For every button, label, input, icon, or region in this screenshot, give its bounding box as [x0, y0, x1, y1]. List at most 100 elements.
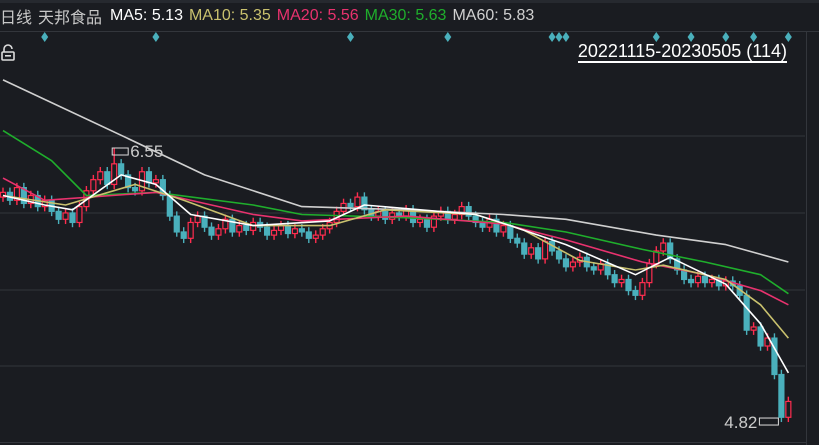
candle-down	[674, 258, 681, 271]
candle-up	[764, 337, 771, 347]
candle-down	[124, 174, 132, 189]
candle-up	[222, 218, 229, 230]
candle-up	[270, 229, 278, 236]
candle-up	[528, 247, 535, 255]
candle-down	[535, 247, 542, 260]
candle-down	[493, 218, 500, 233]
candle-down	[264, 226, 271, 236]
candle-down	[145, 171, 153, 184]
candle-up	[250, 221, 257, 231]
candle-down	[229, 218, 236, 233]
event-marker	[784, 32, 792, 42]
event-marker	[444, 32, 452, 42]
candle-down	[611, 274, 618, 284]
event-marker	[41, 32, 49, 42]
candle-up	[785, 400, 792, 418]
candle-up	[451, 213, 458, 220]
candle-up	[215, 228, 222, 236]
candle-down	[667, 242, 674, 260]
candle-up	[618, 278, 625, 284]
ma5-line	[2, 174, 790, 374]
candle-up	[236, 225, 243, 233]
candle-down	[305, 231, 312, 239]
candle-up	[152, 179, 159, 184]
candle-up	[90, 179, 97, 192]
candle-down	[131, 187, 139, 192]
candle-up	[416, 218, 424, 224]
candle-down	[757, 326, 764, 347]
candle-up	[354, 196, 361, 208]
ma30-label: MA30: 5.63	[364, 7, 447, 24]
candle-down	[361, 196, 368, 211]
candle-down	[284, 225, 292, 235]
candle-up	[13, 187, 20, 201]
candle-up	[62, 212, 69, 220]
candle-up	[569, 261, 577, 268]
candle-down	[55, 210, 62, 220]
candle-down	[555, 250, 563, 260]
low-price-label: 4.82	[724, 413, 757, 432]
candle-down	[298, 228, 305, 233]
low-price-marker	[758, 417, 779, 426]
candle-down	[382, 210, 389, 220]
candle-down	[521, 242, 528, 255]
candle-down	[69, 212, 76, 224]
candle-down	[687, 278, 695, 284]
event-marker	[722, 32, 730, 42]
stock-name: 天邦食品	[38, 10, 103, 27]
candle-down	[208, 226, 215, 236]
top-bar	[0, 0, 819, 3]
candle-down	[507, 225, 514, 239]
candle-down	[604, 263, 611, 276]
event-marker	[548, 32, 556, 42]
candle-down	[625, 278, 632, 292]
high-price-marker	[111, 147, 129, 156]
candle-down	[118, 163, 125, 176]
event-marker	[555, 32, 563, 42]
unlocked-padlock-icon[interactable]	[0, 44, 16, 62]
candle-down	[743, 294, 750, 331]
period-label[interactable]: 日线	[0, 10, 33, 27]
candle-down	[778, 373, 785, 418]
candle-down	[243, 225, 250, 231]
date-range-link[interactable]: 20221115-20230505 (114)	[577, 41, 787, 63]
candle-down	[423, 218, 431, 228]
candle-down	[347, 202, 354, 208]
candle-up	[76, 206, 83, 224]
candle-up	[97, 171, 104, 181]
candle-down	[465, 206, 472, 217]
candle-up	[708, 278, 716, 284]
event-marker	[652, 32, 660, 42]
candle-up	[291, 228, 298, 235]
event-marker	[687, 32, 695, 42]
candle-up	[694, 275, 702, 284]
ma60-label: MA60: 5.83	[452, 7, 535, 24]
candle-down	[20, 187, 27, 205]
ma30-line	[2, 129, 789, 295]
event-marker	[562, 32, 570, 42]
candle-up	[639, 282, 646, 296]
candle-down	[562, 258, 570, 268]
event-marker	[750, 32, 758, 42]
candle-down	[514, 237, 521, 244]
candle-up	[541, 240, 549, 260]
ma10-label: MA10: 5.35	[188, 7, 271, 24]
candle-down	[201, 215, 208, 228]
chart-header: 日线 天邦食品 MA5: 5.13 MA10: 5.35 MA20: 5.56 …	[0, 4, 540, 28]
candle-up	[312, 234, 319, 239]
ma5-label: MA5: 5.13	[110, 7, 183, 24]
candle-down	[180, 231, 187, 239]
event-marker	[347, 32, 354, 42]
candle-up	[750, 326, 757, 331]
candle-up	[194, 215, 201, 224]
candle-up	[430, 215, 437, 228]
candle-up	[111, 163, 118, 186]
candle-up	[660, 242, 667, 252]
candle-up	[319, 228, 326, 236]
candle-down	[701, 275, 709, 284]
candle-down	[590, 266, 597, 271]
candle-down	[771, 337, 778, 376]
candle-down	[173, 215, 180, 233]
candle-down	[632, 289, 639, 296]
